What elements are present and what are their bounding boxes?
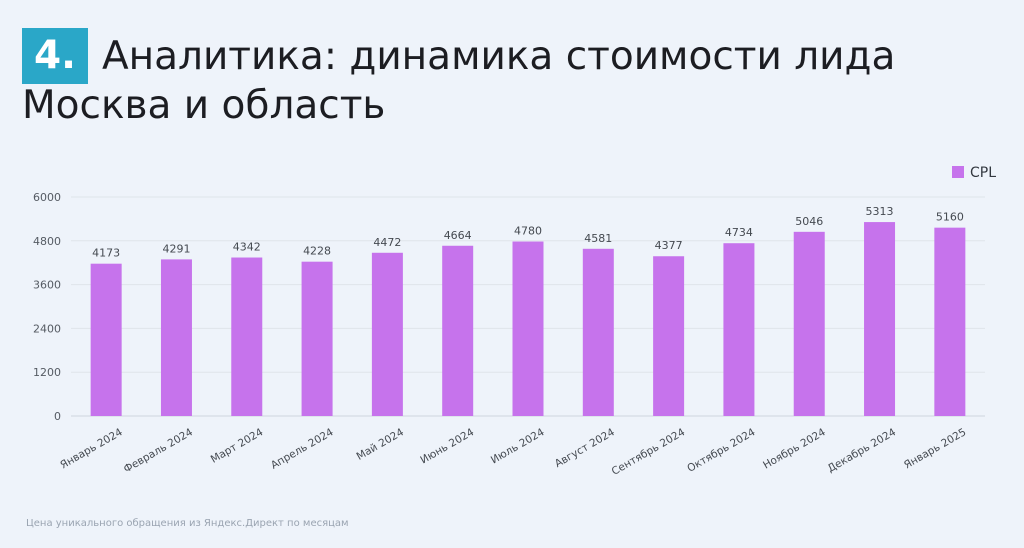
x-tick-label: Апрель 2024: [269, 426, 336, 472]
bar: [442, 245, 474, 416]
bar: [723, 243, 755, 416]
data-label: 4291: [162, 242, 190, 255]
bar: [653, 256, 685, 416]
x-tick-label: Ноябрь 2024: [761, 426, 828, 472]
bar: [231, 257, 263, 416]
x-tick-label: Январь 2024: [58, 426, 125, 471]
data-label: 4342: [233, 241, 261, 254]
data-label: 5313: [866, 205, 894, 218]
y-tick-label: 0: [54, 410, 61, 423]
page-title: Аналитика: динамика стоимости лида: [101, 33, 896, 79]
y-tick-label: 4800: [33, 235, 61, 248]
data-label: 5046: [795, 215, 823, 228]
data-label: 4581: [584, 232, 612, 245]
y-tick-label: 1200: [33, 366, 61, 379]
x-tick-label: Январь 2025: [902, 426, 968, 471]
x-tick-label: Сентябрь 2024: [610, 426, 688, 478]
bar: [512, 241, 544, 416]
legend-label: CPL: [970, 165, 996, 181]
x-tick-label: Август 2024: [553, 426, 617, 470]
chart-footnote: Цена уникального обращения из Яндекс.Дир…: [26, 518, 349, 529]
bar: [160, 259, 192, 416]
data-label: 4472: [373, 236, 401, 249]
bar: [90, 263, 122, 416]
legend-swatch: [952, 166, 964, 178]
x-tick-label: Июнь 2024: [418, 426, 476, 466]
bar: [301, 261, 333, 416]
bar: [793, 231, 825, 416]
x-tick-label: Март 2024: [209, 426, 266, 466]
bar: [934, 227, 966, 416]
data-label: 4377: [655, 239, 683, 252]
y-tick-label: 6000: [33, 191, 61, 204]
bar: [864, 222, 896, 416]
bar: [371, 252, 403, 416]
x-tick-label: Июль 2024: [489, 426, 547, 466]
data-label: 4173: [92, 247, 120, 260]
x-tick-label: Февраль 2024: [122, 426, 196, 475]
x-tick-label: Май 2024: [355, 426, 407, 463]
page-title-line-1: 4. Аналитика: динамика стоимости лида: [22, 28, 895, 84]
section-number-badge: 4.: [22, 28, 88, 84]
data-label: 5160: [936, 211, 964, 224]
bar: [582, 248, 614, 416]
x-tick-label: Октябрь 2024: [685, 426, 757, 475]
page-subtitle: Москва и область: [22, 83, 386, 128]
x-tick-label: Декабрь 2024: [826, 426, 899, 475]
y-tick-label: 3600: [33, 279, 61, 292]
data-label: 4228: [303, 245, 331, 258]
data-label: 4780: [514, 225, 542, 238]
data-label: 4664: [444, 229, 472, 242]
y-tick-label: 2400: [33, 322, 61, 335]
data-label: 4734: [725, 226, 753, 239]
